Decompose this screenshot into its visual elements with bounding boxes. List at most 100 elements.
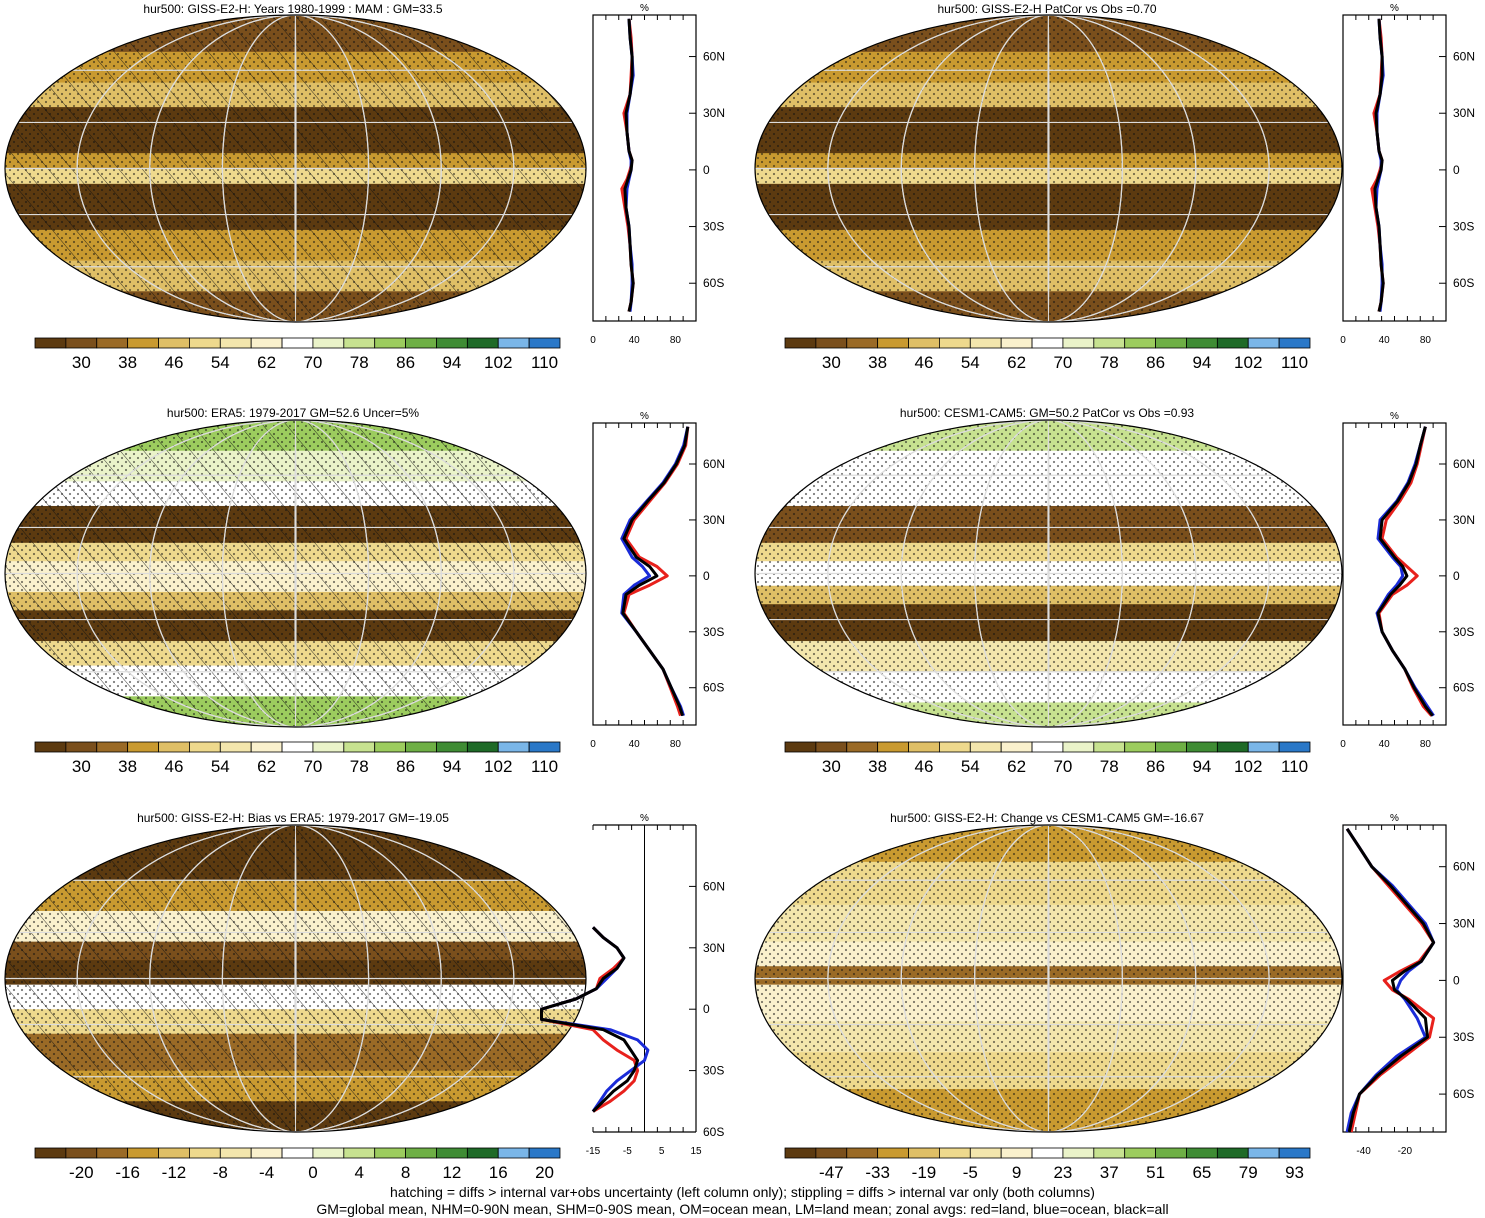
colorbar-swatch bbox=[1247, 1147, 1280, 1159]
colorbar-label: -12 bbox=[162, 1163, 187, 1182]
zonal-x-tick-label: 80 bbox=[670, 335, 682, 346]
colorbar-swatch bbox=[189, 741, 221, 753]
lat-tick-label: 60S bbox=[703, 681, 724, 695]
colorbar-swatch bbox=[497, 1147, 530, 1159]
colorbar-swatch bbox=[34, 741, 67, 753]
colorbar-swatch bbox=[877, 741, 909, 753]
colorbar-label: 0 bbox=[308, 1163, 317, 1182]
map-field bbox=[5, 825, 586, 1132]
colorbar-swatch bbox=[1093, 1147, 1126, 1159]
colorbar-label: 110 bbox=[531, 353, 558, 372]
zonal-x-tick-label: 40 bbox=[1379, 335, 1391, 346]
colorbar-swatch bbox=[939, 741, 971, 753]
panel-title: hur500: GISS-E2-H: Bias vs ERA5: 1979-20… bbox=[137, 811, 449, 825]
colorbar-swatch bbox=[343, 741, 376, 753]
zonal-all-line bbox=[623, 18, 635, 312]
colorbar-swatch bbox=[497, 337, 530, 349]
colorbar-label: 62 bbox=[1007, 757, 1026, 776]
colorbar-label: 78 bbox=[1100, 757, 1119, 776]
colorbar-swatch bbox=[189, 1147, 221, 1159]
colorbar-swatch bbox=[908, 741, 940, 753]
zonal-frame bbox=[1342, 14, 1447, 322]
colorbar-swatch bbox=[815, 1147, 848, 1159]
colorbar-swatch bbox=[405, 1147, 437, 1159]
colorbar: 30 38 46 54 62 70 78 86 94 102 110 bbox=[34, 741, 561, 776]
colorbar-swatch bbox=[34, 1147, 67, 1159]
colorbar-swatch bbox=[877, 1147, 909, 1159]
lat-tick-label: 60N bbox=[1453, 50, 1475, 64]
colorbar-swatch bbox=[219, 1147, 252, 1159]
colorbar-label: 93 bbox=[1285, 1163, 1304, 1182]
map-field bbox=[5, 15, 586, 322]
colorbar-swatch bbox=[405, 337, 437, 349]
colorbar-label: 46 bbox=[165, 353, 184, 372]
colorbar-swatch bbox=[312, 1147, 345, 1159]
zonal-x-tick-label: 0 bbox=[1340, 739, 1346, 750]
colorbar-swatch bbox=[374, 741, 406, 753]
colorbar-swatch bbox=[939, 337, 971, 349]
colorbar-label: 9 bbox=[1012, 1163, 1021, 1182]
map-field bbox=[755, 420, 1342, 727]
colorbar-label: 30 bbox=[72, 757, 91, 776]
zonal-unit-label: % bbox=[1390, 3, 1399, 14]
colorbar-label: 46 bbox=[915, 353, 934, 372]
panel-p3: hur500: ERA5: 1979-2017 GM=52.6 Uncer=5%… bbox=[4, 406, 725, 776]
zonal-x-tick-label: 80 bbox=[1420, 335, 1432, 346]
lat-tick-label: 60S bbox=[703, 276, 724, 290]
colorbar-swatch bbox=[497, 741, 530, 753]
colorbar-label: 70 bbox=[1053, 757, 1072, 776]
zonal-x-tick-label: 80 bbox=[1420, 739, 1432, 750]
colorbar-swatch bbox=[528, 741, 561, 753]
footer-note: hatching = diffs > internal var+obs unce… bbox=[0, 1184, 1485, 1218]
colorbar-swatch bbox=[1278, 1147, 1311, 1159]
colorbar-label: 30 bbox=[72, 353, 91, 372]
map-outline bbox=[754, 419, 1343, 728]
zonal-average-plot: % 60N 30N 0 30S 60S 0 40 80 bbox=[590, 3, 725, 346]
colorbar-swatch bbox=[815, 741, 848, 753]
colorbar-swatch bbox=[1000, 741, 1033, 753]
zonal-unit-label: % bbox=[640, 411, 649, 422]
zonal-x-tick-label: 40 bbox=[1379, 739, 1391, 750]
colorbar-swatch bbox=[343, 1147, 376, 1159]
zonal-all-line bbox=[621, 426, 690, 717]
colorbar-label: 94 bbox=[442, 353, 461, 372]
lat-tick-label: 60S bbox=[703, 1125, 724, 1139]
colorbar-label: 86 bbox=[396, 757, 415, 776]
panel-p4: hur500: CESM1-CAM5: GM=50.2 PatCor vs Ob… bbox=[754, 406, 1475, 776]
colorbar-label: 102 bbox=[484, 757, 512, 776]
lat-tick-label: 0 bbox=[1453, 163, 1460, 177]
colorbar-label: 62 bbox=[257, 757, 276, 776]
colorbar-swatch bbox=[1216, 741, 1249, 753]
panel-title: hur500: GISS-E2-H PatCor vs Obs =0.70 bbox=[937, 2, 1156, 16]
map-outline bbox=[754, 824, 1343, 1133]
panel-title: hur500: GISS-E2-H: Change vs CESM1-CAM5 … bbox=[890, 811, 1204, 825]
colorbar-swatch bbox=[189, 337, 221, 349]
zonal-frame bbox=[592, 422, 697, 726]
colorbar-swatch bbox=[374, 1147, 406, 1159]
colorbar-swatch bbox=[127, 741, 159, 753]
colorbar-label: 79 bbox=[1239, 1163, 1258, 1182]
colorbar-label: 54 bbox=[961, 353, 980, 372]
lat-tick-label: 30N bbox=[703, 941, 725, 955]
colorbar-label: 38 bbox=[868, 757, 887, 776]
lat-tick-label: 30S bbox=[1453, 220, 1474, 234]
map-outline bbox=[754, 14, 1343, 323]
colorbar-swatch bbox=[1062, 741, 1095, 753]
colorbar-swatch bbox=[815, 337, 848, 349]
colorbar-swatch bbox=[250, 337, 283, 349]
zonal-ocean-line bbox=[1345, 827, 1436, 1133]
colorbar-label: 70 bbox=[303, 757, 322, 776]
colorbar-label: -16 bbox=[115, 1163, 140, 1182]
map-field bbox=[755, 15, 1342, 322]
colorbar-swatch bbox=[65, 1147, 98, 1159]
colorbar-label: -8 bbox=[213, 1163, 228, 1182]
zonal-x-tick-label: 40 bbox=[629, 335, 641, 346]
zonal-average-plot: % 60N 30N 0 30S 60S 0 40 80 bbox=[1340, 411, 1475, 750]
panel-p5: hur500: GISS-E2-H: Bias vs ERA5: 1979-20… bbox=[4, 811, 725, 1182]
colorbar-label: 38 bbox=[118, 353, 137, 372]
lat-tick-label: 0 bbox=[703, 569, 710, 583]
colorbar-swatch bbox=[939, 1147, 971, 1159]
colorbar-label: 30 bbox=[822, 757, 841, 776]
zonal-unit-label: % bbox=[1390, 813, 1399, 824]
